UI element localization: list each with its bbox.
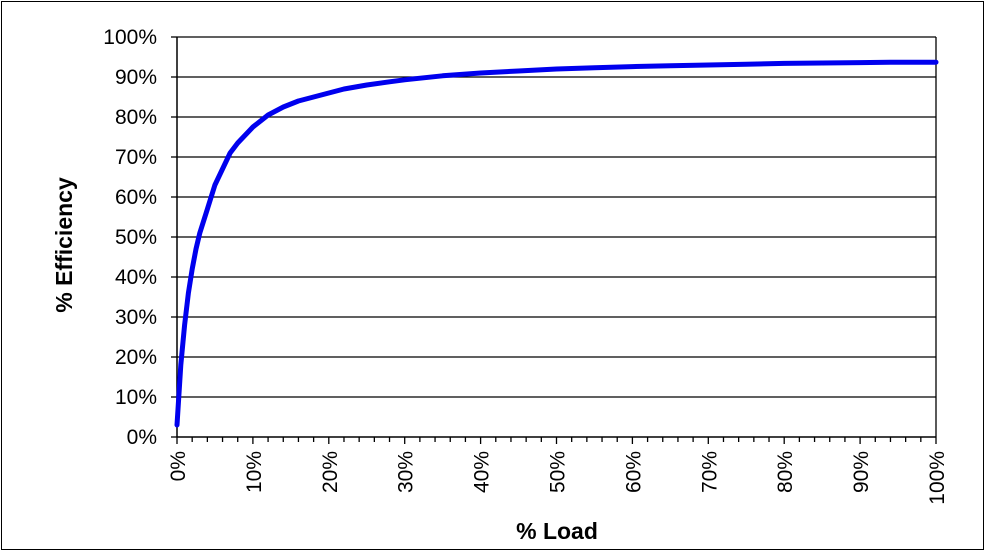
x-tick-label: 90% — [850, 451, 873, 493]
x-tick-labels: 0% 10% 20% 30% 40% 50% 60% 70% 80% 90% 100% — [167, 451, 949, 505]
y-tick-label: 40% — [115, 266, 157, 289]
y-axis-title: % Efficiency — [51, 177, 77, 313]
efficiency-series-line — [174, 59, 939, 428]
x-tick-label: 70% — [698, 451, 721, 493]
y-tick-label: 30% — [115, 306, 157, 329]
x-tick-label: 10% — [243, 451, 266, 493]
x-tick-label: 30% — [395, 451, 418, 493]
x-axis-title: % Load — [516, 518, 598, 544]
y-tick-label: 80% — [115, 106, 157, 129]
y-tick-label: 20% — [115, 346, 157, 369]
y-tick-label: 70% — [115, 146, 157, 169]
series — [174, 59, 939, 428]
gridlines — [177, 36, 936, 398]
y-tick-label: 10% — [115, 386, 157, 409]
x-tick-label: 20% — [319, 451, 342, 493]
x-tick-label: 100% — [926, 451, 949, 505]
y-tick-labels: 0% 10% 20% 30% 40% 50% 60% 70% 80% 90% 100% — [103, 26, 157, 449]
x-tick-label: 50% — [547, 451, 570, 493]
y-tick-label: 90% — [115, 66, 157, 89]
x-tick-label: 80% — [774, 451, 797, 493]
x-tick-label: 40% — [471, 451, 494, 493]
x-tick-label: 60% — [622, 451, 645, 493]
y-tick-label: 50% — [115, 226, 157, 249]
axes — [171, 36, 937, 444]
y-tick-label: 0% — [127, 426, 157, 449]
y-tick-label: 100% — [103, 26, 157, 49]
y-tick-label: 60% — [115, 186, 157, 209]
x-tick-label: 0% — [167, 451, 190, 481]
